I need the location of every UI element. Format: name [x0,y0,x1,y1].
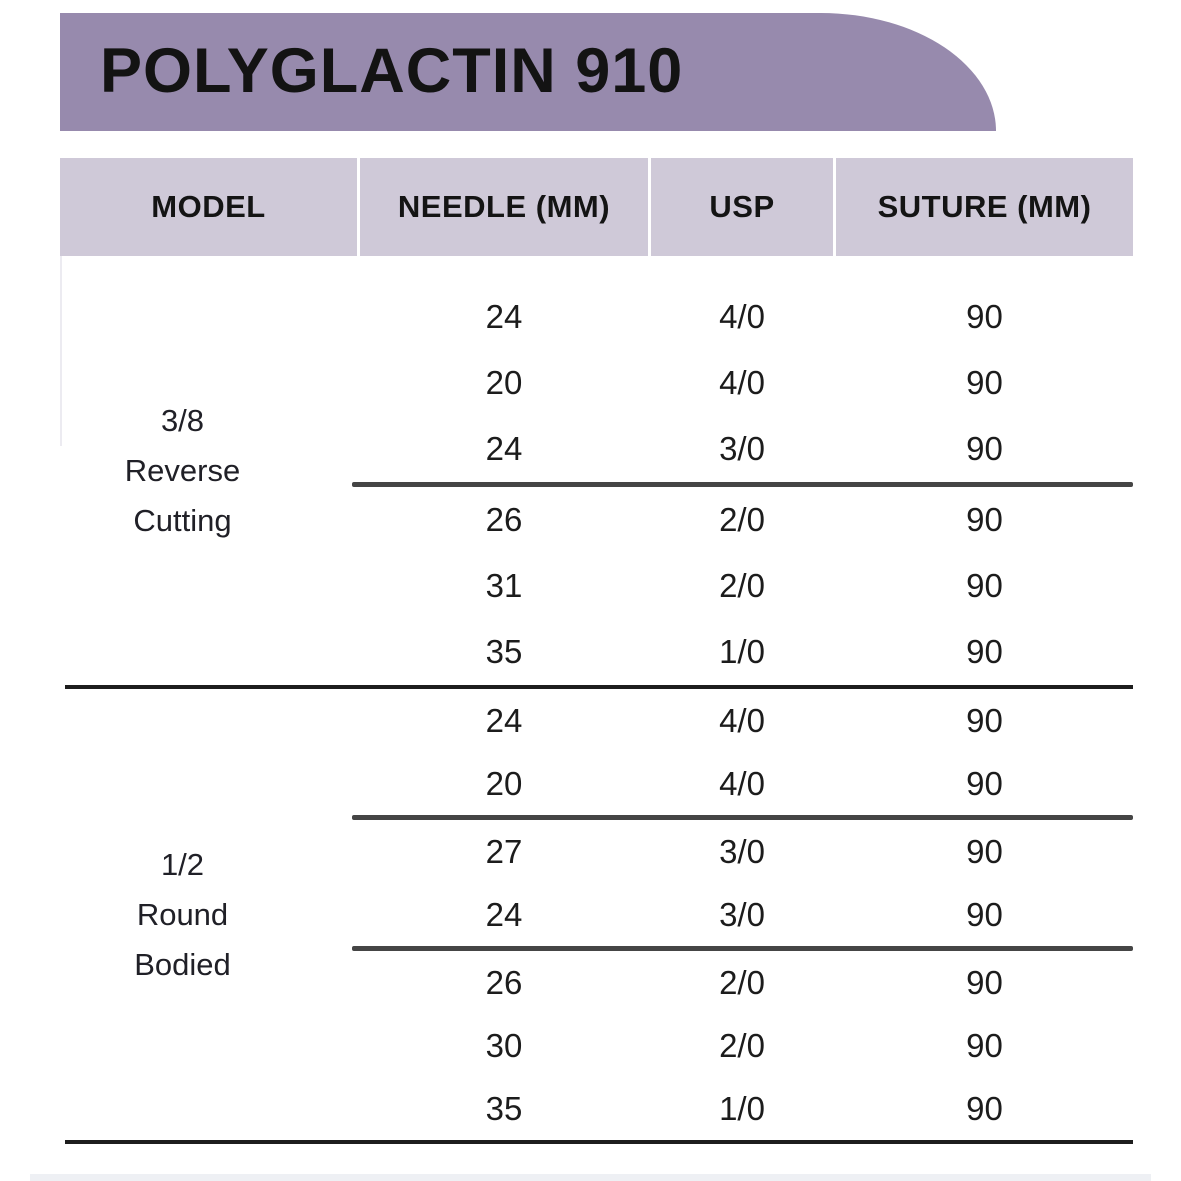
usp-cell: 2/0 [719,501,765,538]
usp-cell: 4/0 [719,364,765,401]
suture-cell: 90 [966,895,1003,933]
needle-cell: 24 [485,298,523,335]
suture-cell: 90 [966,1089,1003,1127]
usp-cell: 4/0 [719,701,765,739]
usp-cell: 2/0 [719,963,765,1001]
header-cell-needle: NEEDLE (MM) [360,158,648,256]
usp-cell: 4/0 [719,764,765,802]
usp-cell: 4/0 [719,298,765,335]
table-header-row: MODEL NEEDLE (MM) USP SUTURE (MM) [60,158,1133,256]
needle-cell: 26 [485,963,523,1001]
needle-cell: 24 [485,895,523,933]
suture-cell: 90 [966,963,1003,1001]
suture-cell: 90 [966,364,1003,401]
suture-cell: 90 [966,298,1003,335]
title-banner: POLYGLACTIN 910 [60,13,996,131]
suture-cell: 90 [966,701,1003,739]
needle-cell: 24 [485,701,523,739]
usp-cell: 1/0 [719,1089,765,1127]
model-label-line: Reverse [124,452,241,488]
model-label-line: Cutting [133,502,232,538]
usp-cell: 3/0 [719,895,765,933]
suture-cell: 90 [966,501,1003,538]
suture-spec-table: MODEL NEEDLE (MM) USP SUTURE (MM) 3/8 Revers… [60,158,1133,1144]
table-group-2: 1/2 Round Bodied 24 4/0 90 20 4/0 90 27 3/0 90 24 3/0… [60,689,1133,1140]
table-group-1: 3/8 Reverse Cutting 24 4/0 90 20 4/0 90 24 3/0 90 26… [60,256,1133,685]
bottom-strip [30,1174,1151,1181]
page-title: POLYGLACTIN 910 [100,36,684,106]
needle-cell: 20 [485,764,523,802]
segment-divider [352,946,1133,951]
suture-cell: 90 [966,764,1003,802]
needle-cell: 30 [485,1026,523,1064]
group-divider [65,1140,1133,1144]
usp-cell: 3/0 [719,430,765,467]
model-label: 1/2 Round Bodied [60,689,357,1140]
suture-cell: 90 [966,832,1003,870]
needle-cell: 26 [485,501,523,538]
needle-cell: 35 [485,1089,523,1127]
table-body: 3/8 Reverse Cutting 24 4/0 90 20 4/0 90 24 3/0 90 26… [60,256,1133,1144]
model-label-line: 3/8 [160,402,205,438]
model-label-line: 1/2 [160,846,205,882]
suture-cell: 90 [966,430,1003,467]
model-label: 3/8 Reverse Cutting [60,256,357,685]
header-cell-model: MODEL [60,158,357,256]
needle-cell: 31 [485,567,523,604]
group-divider [65,685,1133,689]
usp-cell: 2/0 [719,1026,765,1064]
header-cell-usp: USP [651,158,833,256]
usp-cell: 2/0 [719,567,765,604]
model-label-line: Round [136,896,229,932]
suture-cell: 90 [966,633,1003,670]
needle-cell: 24 [485,430,523,467]
needle-cell: 20 [485,364,523,401]
segment-divider [352,815,1133,820]
suture-cell: 90 [966,567,1003,604]
usp-cell: 3/0 [719,832,765,870]
usp-cell: 1/0 [719,633,765,670]
header-cell-suture: SUTURE (MM) [836,158,1133,256]
needle-cell: 35 [485,633,523,670]
model-label-line: Bodied [134,946,231,982]
needle-cell: 27 [485,832,523,870]
table-left-edge-line [60,256,62,446]
suture-cell: 90 [966,1026,1003,1064]
segment-divider [352,482,1133,487]
